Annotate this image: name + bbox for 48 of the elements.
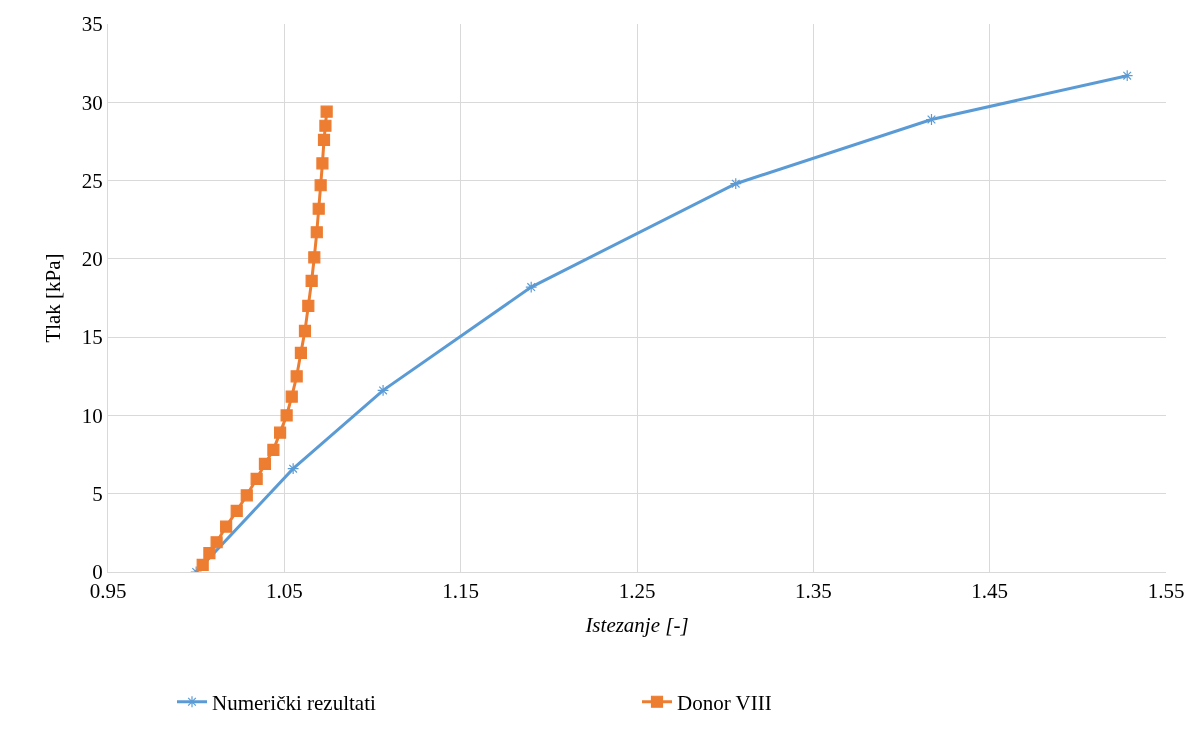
y-tick-label: 15 [81, 325, 103, 350]
y-tick-label: 10 [81, 403, 103, 428]
point [729, 177, 742, 190]
point [258, 457, 272, 471]
point [525, 281, 538, 294]
point [925, 113, 938, 126]
point [319, 119, 332, 132]
point [302, 299, 315, 312]
point [1121, 69, 1134, 82]
x-tick-label: 1.15 [442, 579, 480, 604]
x-tick-label: 1.25 [618, 579, 656, 604]
point [298, 324, 312, 337]
legend-label: Numerički rezultati [212, 690, 377, 715]
legend-label: Donor VIII [677, 690, 772, 715]
x-tick-label: 1.05 [265, 579, 303, 604]
x-tick-label: 1.45 [971, 579, 1009, 604]
point [285, 390, 298, 403]
point [210, 536, 223, 549]
y-tick-label: 25 [81, 168, 103, 193]
point [317, 133, 331, 146]
point [267, 443, 280, 456]
x-tick-label: 1.55 [1147, 579, 1185, 604]
x-tick-label: 1.35 [794, 579, 832, 604]
point [312, 202, 325, 215]
point [203, 547, 216, 560]
point [294, 346, 308, 359]
point [310, 226, 323, 239]
point [250, 472, 263, 485]
point [274, 426, 287, 439]
x-axis-title: Istezanje [-] [584, 613, 689, 638]
point [377, 384, 390, 397]
point [196, 558, 209, 572]
point [320, 105, 333, 118]
y-tick-label: 35 [81, 12, 103, 37]
point [305, 274, 318, 287]
point [287, 462, 300, 475]
point [316, 157, 329, 170]
point [314, 179, 327, 192]
point [308, 251, 321, 264]
y-tick-label: 30 [81, 90, 103, 115]
point [290, 370, 303, 383]
y-tick-label: 20 [81, 247, 103, 272]
y-axis-title: Tlak [kPa] [40, 253, 65, 343]
y-tick-label: 5 [92, 482, 103, 507]
point [230, 504, 243, 518]
point [240, 489, 253, 502]
point [220, 520, 233, 533]
point [280, 409, 293, 422]
